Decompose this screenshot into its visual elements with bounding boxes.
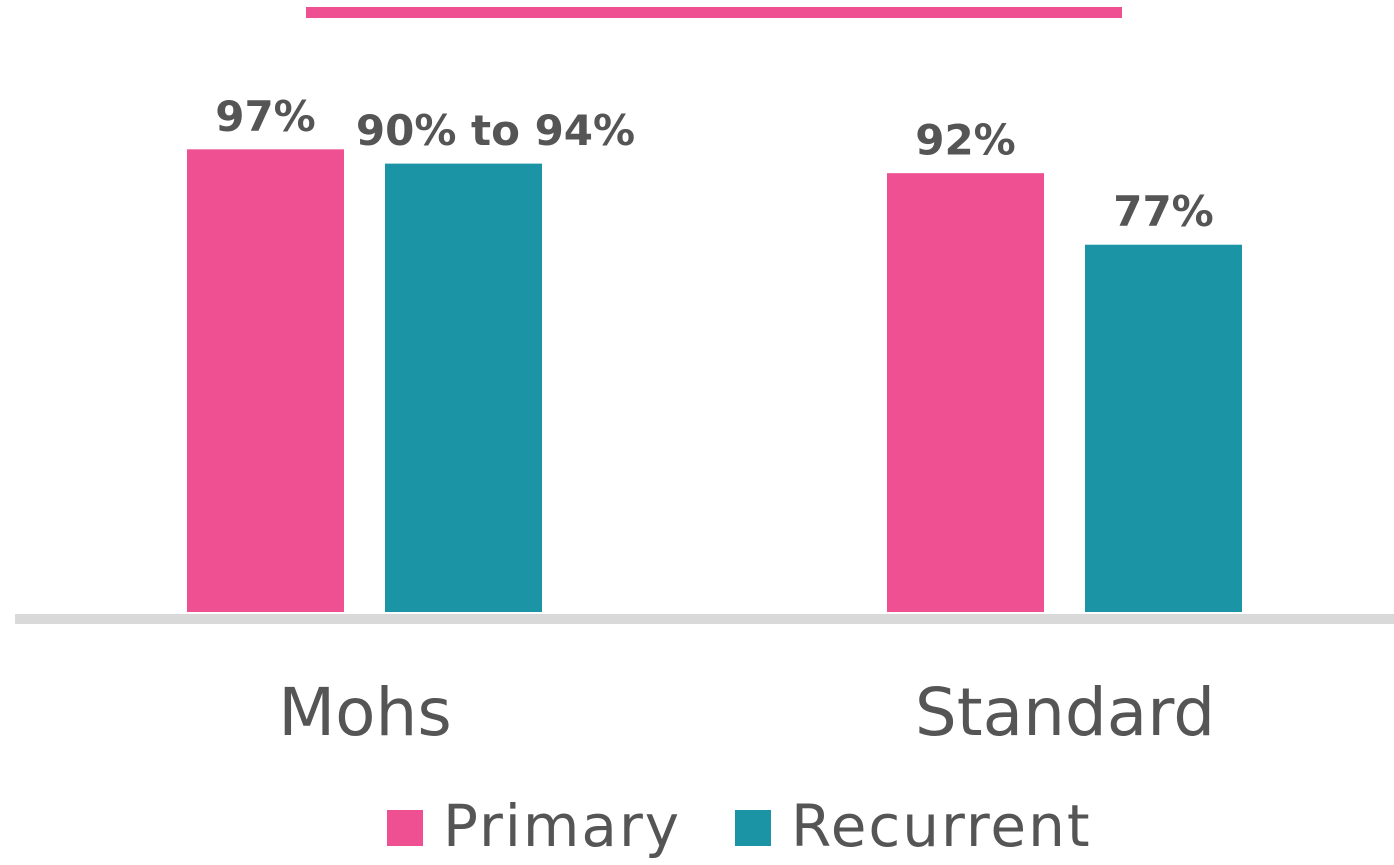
x-tick-label: Standard — [915, 674, 1215, 751]
bar — [385, 163, 542, 612]
bar — [887, 173, 1044, 612]
title-bar — [306, 7, 1122, 18]
data-label: 97% — [215, 92, 316, 141]
x-tick-label: Mohs — [278, 674, 452, 751]
data-label: 90% to 94% — [356, 106, 635, 155]
data-label: 77% — [1113, 187, 1214, 236]
baseline — [15, 614, 1394, 624]
data-label: 92% — [915, 116, 1016, 165]
legend-label: Recurrent — [791, 792, 1092, 860]
bar — [187, 149, 344, 612]
bar — [1085, 244, 1242, 612]
legend-swatch — [387, 810, 423, 846]
legend-label: Primary — [443, 792, 681, 860]
legend-swatch — [735, 810, 771, 846]
